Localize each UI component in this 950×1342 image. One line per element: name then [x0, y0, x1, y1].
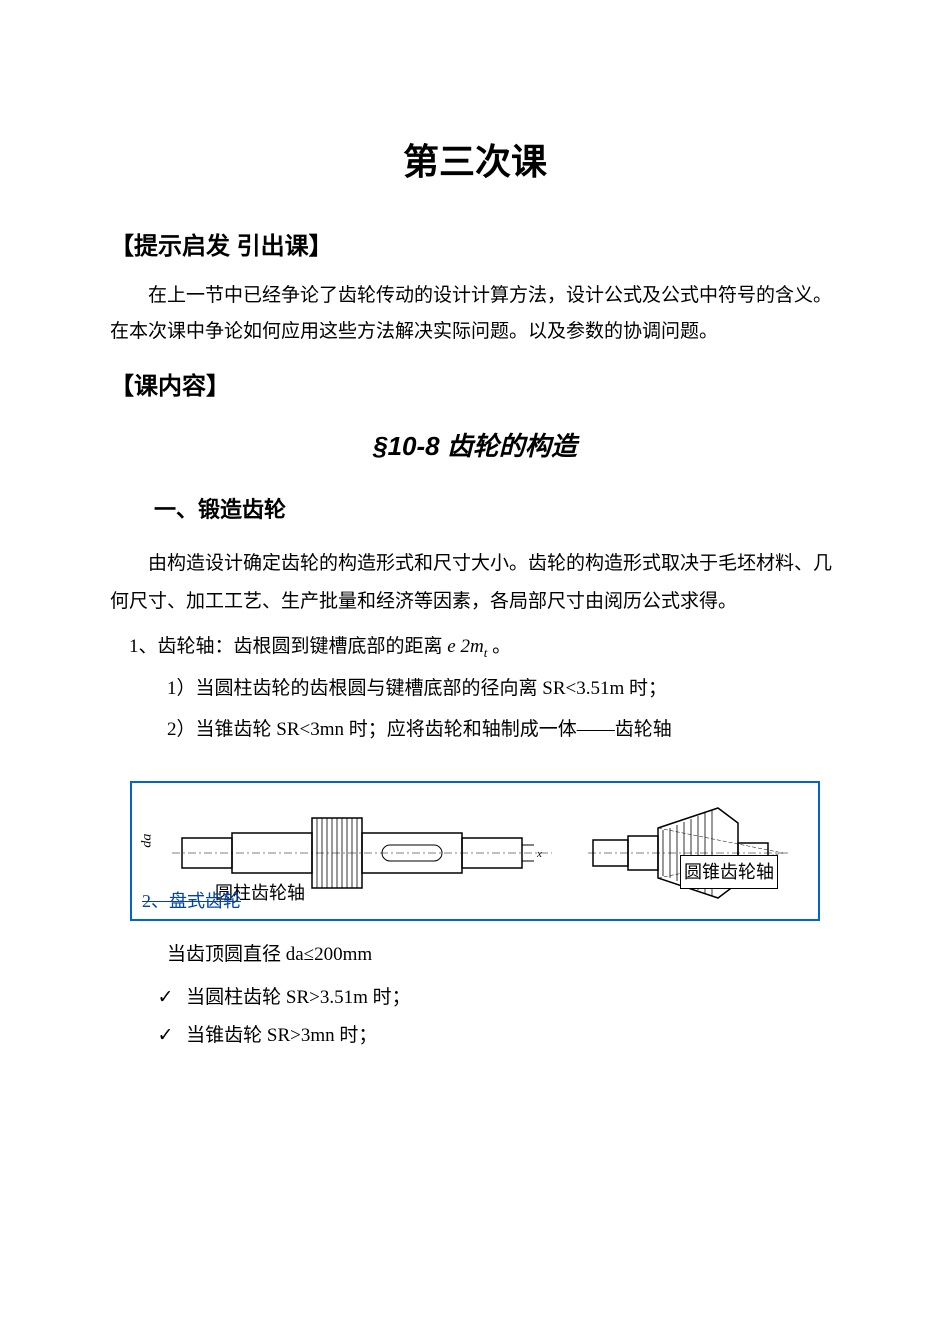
formula-subscript: t	[484, 645, 488, 660]
formula-2m: 2m	[460, 636, 483, 657]
section-heading-intro: 【提示启发 引出课】	[110, 225, 840, 268]
check1-text: 当圆柱齿轮 SR>3.51m 时；	[186, 987, 410, 1008]
check2-text: 当锥齿轮 SR>3mn 时；	[186, 1025, 377, 1046]
main-title: 第三次课	[110, 130, 840, 195]
svg-text:x: x	[536, 848, 542, 860]
sub-list-2: 2）当锥齿轮 SR<3mn 时；应将齿轮和轴制成一体——齿轮轴	[167, 709, 840, 751]
diagram-container: da x 圆柱齿	[130, 781, 820, 921]
diagram-label-conical: 圆锥齿轮轴	[680, 855, 778, 889]
check-item-2: ✓ 当锥齿轮 SR>3mn 时；	[158, 1017, 841, 1055]
list1-prefix: 1、齿轮轴：齿根圆到键槽底部的距离	[129, 636, 447, 657]
sub-heading-forging: 一、锻造齿轮	[154, 490, 840, 530]
sub-list-1: 1）当圆柱齿轮的齿根圆与键槽底部的径向离 SR<3.51m 时；	[167, 668, 840, 710]
checkmark-icon: ✓	[158, 987, 174, 1008]
check-item-1: ✓ 当圆柱齿轮 SR>3.51m 时；	[158, 979, 841, 1017]
conical-shaft-drawing	[588, 798, 788, 908]
intro-paragraph: 在上一节中已经争论了齿轮传动的设计计算方法，设计公式及公式中符号的含义。在本次课…	[110, 278, 840, 350]
da-label: da	[134, 834, 159, 848]
inside-heading-disc: 2、盘式齿轮	[142, 885, 241, 917]
checkmark-icon: ✓	[158, 1025, 174, 1046]
subtitle: §10-8 齿轮的构造	[110, 423, 840, 470]
formula-e: e	[447, 636, 455, 657]
list-item-1: 1、齿轮轴：齿根圆到键槽底部的距离 e 2mt 。	[129, 626, 840, 668]
section-heading-content: 【课内容】	[110, 365, 840, 408]
list1-suffix: 。	[492, 636, 511, 657]
after-diagram-text: 当齿顶圆直径 da≤200mm	[110, 936, 840, 974]
body-paragraph: 由构造设计确定齿轮的构造形式和尺寸大小。齿轮的构造形式取决于毛坯材料、几何尺寸、…	[110, 545, 840, 621]
